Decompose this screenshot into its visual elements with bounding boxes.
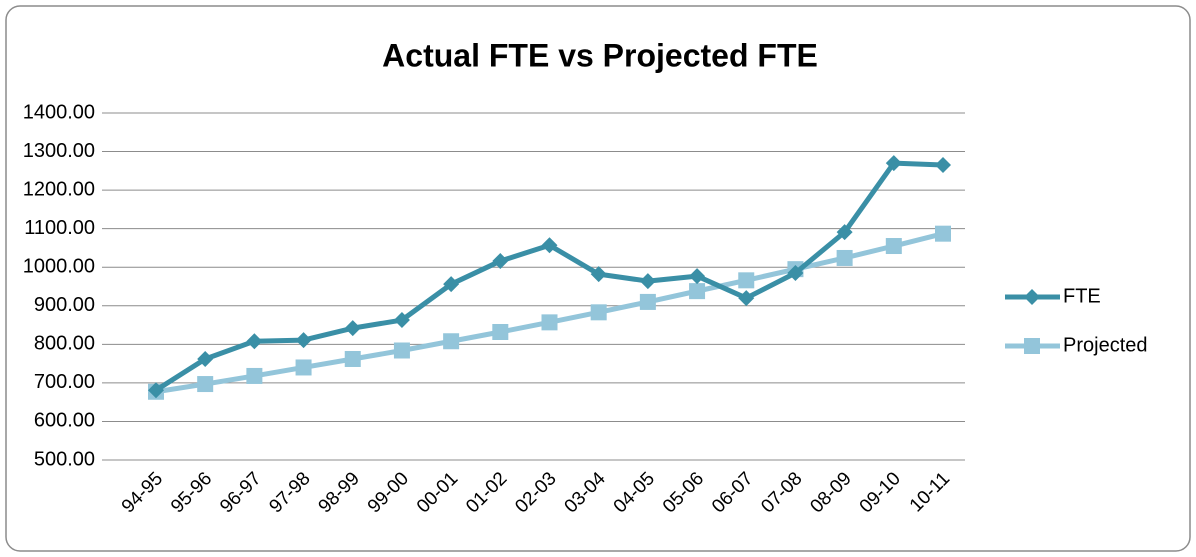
data-point xyxy=(148,382,164,399)
data-point xyxy=(590,266,607,283)
data-point xyxy=(246,333,263,350)
data-point xyxy=(295,332,312,349)
data-point xyxy=(689,283,706,300)
y-tick-label: 500.00 xyxy=(34,448,95,470)
legend-label: Projected xyxy=(1063,334,1148,356)
data-point xyxy=(885,155,902,172)
data-point xyxy=(787,265,804,282)
chart-title: Actual FTE vs Projected FTE xyxy=(382,37,818,73)
legend-marker xyxy=(1024,289,1040,305)
data-point xyxy=(885,238,902,255)
y-tick-label: 900.00 xyxy=(34,294,95,316)
data-point xyxy=(344,350,361,367)
data-point xyxy=(393,342,410,359)
legend-label: FTE xyxy=(1063,285,1101,307)
data-point xyxy=(197,376,214,393)
data-point xyxy=(590,304,607,321)
data-point xyxy=(344,320,361,337)
legend-marker xyxy=(1024,338,1040,354)
data-point xyxy=(492,323,509,340)
data-point xyxy=(443,333,460,350)
y-tick-label: 700.00 xyxy=(34,371,95,393)
data-point xyxy=(443,276,460,293)
data-point xyxy=(246,367,263,384)
data-point xyxy=(393,312,410,329)
data-point xyxy=(836,224,853,241)
y-tick-label: 600.00 xyxy=(34,410,95,432)
data-point xyxy=(639,273,656,290)
data-point xyxy=(836,249,853,266)
data-point xyxy=(295,359,312,376)
y-tick-label: 1400.00 xyxy=(23,101,95,123)
data-point xyxy=(935,225,951,242)
data-point xyxy=(738,290,755,307)
data-point xyxy=(197,350,214,367)
data-point xyxy=(935,157,951,174)
data-point xyxy=(541,237,558,254)
y-tick-label: 1100.00 xyxy=(24,217,95,239)
y-tick-label: 1000.00 xyxy=(23,256,95,278)
data-point xyxy=(689,268,706,285)
y-tick-label: 800.00 xyxy=(34,333,95,355)
y-tick-label: 1300.00 xyxy=(23,140,95,162)
data-point xyxy=(492,253,509,270)
y-tick-label: 1200.00 xyxy=(23,178,95,200)
data-point xyxy=(738,272,755,289)
data-point xyxy=(541,314,558,331)
data-point xyxy=(639,293,656,310)
